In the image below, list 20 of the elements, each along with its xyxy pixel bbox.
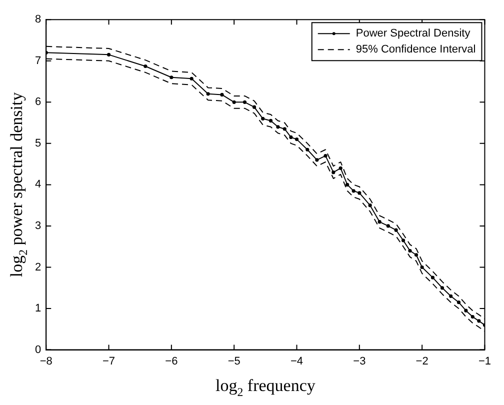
y-tick-label: 4 (34, 178, 42, 191)
legend-label: Power Spectral Density (356, 28, 471, 40)
y-tick-label: 6 (34, 96, 42, 108)
x-tick-label: −3 (353, 355, 366, 368)
y-tick-label: 7 (34, 54, 42, 67)
y-tick-label: 8 (34, 14, 42, 26)
x-tick-label: −4 (290, 355, 304, 368)
x-tick-label: −7 (102, 355, 116, 368)
x-tick-label: −2 (416, 355, 428, 368)
x-tick-label: −6 (165, 355, 178, 368)
x-tick-label: −8 (40, 355, 52, 368)
x-tick-label: −5 (228, 355, 240, 368)
y-tick-label: 0 (34, 344, 42, 356)
x-tick-label: −1 (478, 355, 492, 368)
y-tick-label: 2 (34, 261, 42, 274)
y-tick-label: 5 (34, 137, 42, 150)
legend-label: 95% Confidence Interval (356, 44, 476, 56)
y-axis-title: log2 power spectral density (7, 92, 30, 278)
y-tick-label: 1 (34, 302, 42, 315)
y-tick-label: 3 (34, 220, 42, 232)
